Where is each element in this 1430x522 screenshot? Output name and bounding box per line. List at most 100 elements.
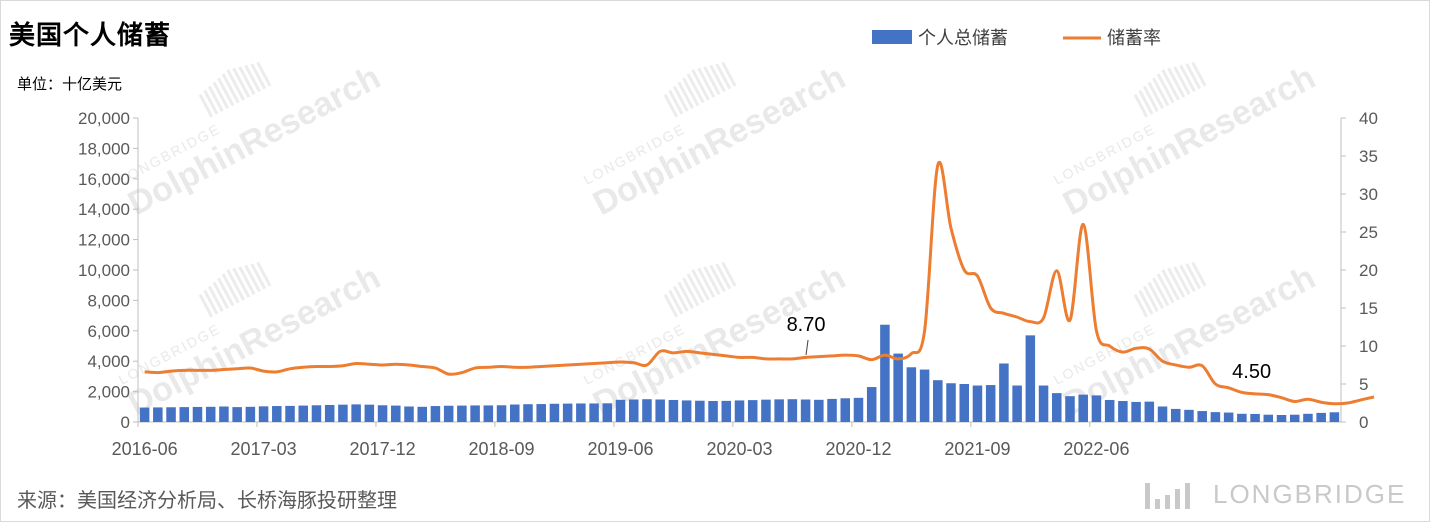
watermark-bar [226,269,245,301]
watermark-bar [721,61,737,87]
bar [364,404,375,422]
annotation-layer: 8.70 4.50 [787,314,1272,383]
y-right-tick-label: 15 [1359,299,1378,318]
watermark-bar [677,81,695,110]
bar [1065,396,1075,422]
watermark-bar [1173,66,1191,95]
bar [985,385,996,422]
bar [999,363,1009,422]
bar [747,400,758,422]
bar [232,407,242,422]
watermark-bar [232,267,251,298]
y-left-tick-label: 6,000 [87,322,130,341]
bar [324,404,335,422]
bar [179,407,190,422]
watermark-bar [198,294,214,318]
bar [272,406,282,422]
bar [1144,401,1155,422]
watermark-bar [1152,77,1170,107]
bar [628,399,639,422]
x-tick-label: 2021-09 [944,439,1010,459]
bar [840,398,851,422]
x-tick-label: 2022-06 [1063,439,1129,459]
bar [695,400,705,422]
watermark-bar [250,263,267,290]
bar [1118,401,1128,422]
x-tick-label: 2018-09 [469,439,535,459]
bar [576,403,586,422]
watermark-bar [715,263,732,290]
bar [483,405,494,422]
watermark-bar [1133,294,1149,318]
bar [708,401,718,422]
watermark-bar [221,73,240,104]
y-left-tick-label: 4,000 [87,352,130,371]
bar [404,406,414,422]
savings-rate-line [144,160,1375,406]
bar [615,399,626,422]
watermark-bar [668,89,684,115]
watermark-bar [221,273,240,304]
chart-title: 美国个人储蓄 [9,20,172,50]
watermark-bar [1191,61,1207,87]
watermark-bar [1133,94,1149,118]
bar [245,406,256,422]
bar [734,400,745,422]
y-left-tick-label: 8,000 [87,291,130,310]
bar [681,400,692,422]
bar-series [139,324,1340,422]
bar [655,399,665,422]
bar [814,399,824,422]
bar [457,405,467,422]
watermark-bar [682,277,700,307]
bar [219,406,229,422]
y-right-tick-label: 10 [1359,337,1378,356]
bar [827,398,837,422]
bar [642,399,652,422]
bar [430,406,441,422]
bar [919,369,930,422]
bar [589,403,599,422]
bar [1303,413,1313,422]
watermark-bar [244,264,261,293]
bar [562,403,573,422]
watermark-bar [217,277,235,307]
bar [351,404,361,422]
legend: 个人总储蓄 储蓄率 [872,28,1161,48]
bar [1276,415,1287,422]
bar [1197,411,1207,422]
bar [1263,414,1274,422]
watermark-bar [1138,89,1154,115]
watermark-bar [682,77,700,107]
watermark-bar [691,269,710,301]
watermark-bar [203,289,219,315]
watermark-bar [697,67,716,98]
watermark-bar [244,64,261,93]
annotation-leader [805,339,809,355]
watermark-bar [1142,85,1159,112]
bar [1038,385,1049,422]
bar [787,399,798,422]
bar [668,399,679,422]
y-left-tick-label: 18,000 [78,139,130,158]
x-tick-label: 2016-06 [112,439,178,459]
x-tick-label: 2017-03 [231,439,297,459]
y-left-tick-label: 12,000 [78,231,130,250]
watermark-bar [207,285,224,312]
bar [258,406,269,422]
watermark-bar [677,281,695,310]
bar [1170,408,1181,422]
watermark-bar [207,85,224,112]
watermark-bar [256,261,272,287]
watermark-bar [1138,289,1154,315]
bar [1131,401,1141,422]
watermark-bar [703,66,721,95]
bar [1025,335,1036,422]
bar [1052,393,1062,422]
y-left-tick-label: 0 [121,413,130,432]
footer-brand-text: LONGBRIDGE [1213,479,1407,509]
watermark-bar [1185,263,1202,290]
